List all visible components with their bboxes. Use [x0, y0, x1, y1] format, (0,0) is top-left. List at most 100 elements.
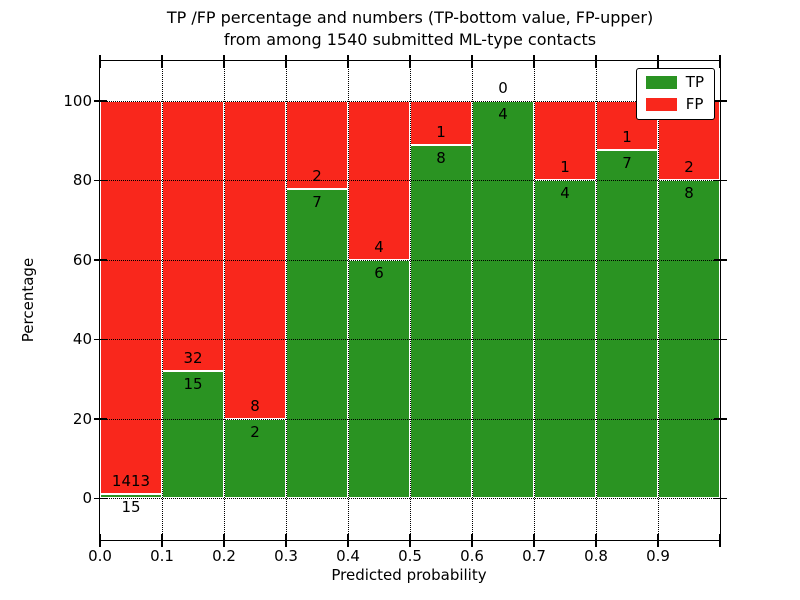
bar-fp [534, 100, 596, 181]
x-tick [409, 54, 411, 68]
y-axis-label: Percentage [19, 257, 37, 343]
x-tick [285, 533, 287, 547]
y-tick [713, 338, 727, 340]
legend-label-fp: FP [685, 95, 704, 113]
y-tick-label: 60 [72, 250, 92, 269]
y-tick-label: 80 [72, 171, 92, 190]
plot-area: TP FP 1413 15 32 15 8 2 2 7 4 6 1 8 0 4 1 4 1 7 2 8 [93, 54, 727, 547]
bar-tp-count-label: 4 [560, 184, 570, 203]
legend-entry-fp: FP [645, 95, 704, 113]
x-tick [99, 54, 101, 68]
bar-tp-count-label: 8 [436, 148, 446, 167]
legend-entry-tp: TP [645, 73, 704, 91]
x-tick [99, 533, 101, 547]
v-gridline [286, 61, 287, 540]
y-tick [93, 100, 107, 102]
bar-tp [472, 100, 534, 499]
y-tick-label: 20 [72, 409, 92, 428]
bar-fp-count-label: 1 [436, 122, 446, 141]
bar-fp [100, 100, 162, 495]
v-gridline [658, 61, 659, 540]
bar-tp-count-label: 4 [498, 104, 508, 123]
legend-label-tp: TP [685, 73, 704, 91]
legend-swatch-tp [645, 76, 677, 89]
x-tick-label: 0.3 [274, 547, 298, 565]
bar-tp [100, 494, 162, 499]
bar-fp-count-label: 0 [498, 78, 508, 97]
chart-title-line2: from among 1540 submitted ML-type contac… [223, 30, 597, 49]
v-gridline [162, 61, 163, 540]
x-tick [285, 54, 287, 68]
bar-tp-count-label: 15 [183, 375, 203, 394]
x-tick [471, 54, 473, 68]
chart-title: TP /FP percentage and numbers (TP-bottom… [60, 7, 760, 51]
bar-tp [162, 371, 224, 499]
x-tick-label: 0.5 [398, 547, 422, 565]
y-tick [713, 497, 727, 499]
y-tick-label: 100 [63, 91, 92, 110]
x-tick [719, 533, 721, 547]
y-tick [713, 418, 727, 420]
v-gridline [596, 61, 597, 540]
x-tick [347, 54, 349, 68]
bar-tp-count-label: 15 [121, 498, 141, 517]
y-tick [93, 418, 107, 420]
chart-title-line1: TP /FP percentage and numbers (TP-bottom… [166, 8, 654, 27]
y-tick [93, 259, 107, 261]
bar-tp [286, 189, 348, 499]
v-gridline [534, 61, 535, 540]
x-tick [533, 533, 535, 547]
bar-fp [162, 100, 224, 372]
x-axis-label: Predicted probability [331, 566, 487, 584]
x-tick [533, 54, 535, 68]
x-tick-label: 0.4 [336, 547, 360, 565]
bar-fp-count-label: 2 [684, 158, 694, 177]
x-tick-label: 0.8 [584, 547, 608, 565]
x-tick-label: 0.6 [460, 547, 484, 565]
bar-fp-count-label: 4 [374, 237, 384, 256]
x-tick [471, 533, 473, 547]
x-tick-label: 0.2 [212, 547, 236, 565]
y-tick [93, 338, 107, 340]
x-tick-label: 0.0 [88, 547, 112, 565]
bar-fp [286, 100, 348, 190]
bar-fp-count-label: 1413 [111, 472, 151, 491]
y-tick [713, 259, 727, 261]
legend: TP FP [635, 68, 715, 120]
v-gridline [348, 61, 349, 540]
v-gridline [224, 61, 225, 540]
y-tick [713, 100, 727, 102]
y-tick-label: 40 [72, 330, 92, 349]
x-tick [223, 533, 225, 547]
x-tick-label: 0.9 [646, 547, 670, 565]
x-tick [657, 54, 659, 68]
y-tick [93, 179, 107, 181]
x-tick [161, 533, 163, 547]
bar-fp-count-label: 32 [183, 349, 203, 368]
x-tick [595, 54, 597, 68]
x-tick [657, 533, 659, 547]
x-tick-label: 0.1 [150, 547, 174, 565]
bar-tp-count-label: 6 [374, 263, 384, 282]
bar-tp-count-label: 2 [250, 422, 260, 441]
x-tick [595, 533, 597, 547]
bar-fp-count-label: 1 [560, 158, 570, 177]
bar-fp-count-label: 1 [622, 128, 632, 147]
bar-fp-count-label: 8 [250, 396, 260, 415]
bar-fp-count-label: 2 [312, 167, 322, 186]
bar-tp-count-label: 8 [684, 184, 694, 203]
x-tick-label: 0.7 [522, 547, 546, 565]
v-gridline [472, 61, 473, 540]
v-gridline [410, 61, 411, 540]
y-tick-label: 0 [82, 489, 92, 508]
bar-tp [348, 259, 410, 499]
bar-tp-count-label: 7 [622, 154, 632, 173]
x-tick [347, 533, 349, 547]
y-tick [713, 179, 727, 181]
x-tick [161, 54, 163, 68]
x-tick [719, 54, 721, 68]
bar-tp [410, 144, 472, 499]
bar-tp-count-label: 7 [312, 193, 322, 212]
bar-tp [596, 150, 658, 499]
